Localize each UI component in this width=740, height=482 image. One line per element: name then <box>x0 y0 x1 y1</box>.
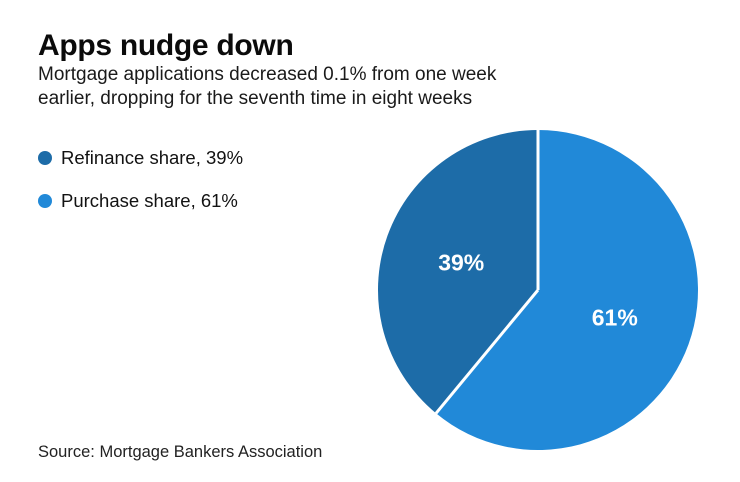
pie-slice-refinance-share <box>378 130 538 414</box>
pie-chart: 39% 61% <box>378 130 698 450</box>
legend-label-refinance: Refinance share, 39% <box>61 146 244 168</box>
legend-item-refinance: Refinance share, 39% <box>38 146 244 168</box>
legend-label-purchase: Purchase share, 61% <box>61 189 238 211</box>
pie-slice-purchase-share <box>436 130 698 450</box>
legend-item-purchase: Purchase share, 61% <box>38 189 243 211</box>
source-note: Source: Mortgage Bankers Association <box>38 443 323 461</box>
pie-divider-line <box>434 289 540 415</box>
chart-subtitle-line2: earlier, dropping for the seventh time i… <box>38 87 473 109</box>
pie-slice-label: 39% <box>438 249 484 275</box>
chart-title: Apps nudge down <box>38 29 294 62</box>
pie-slice-label: 61% <box>592 305 638 331</box>
legend: Refinance share, 39% Purchase share, 61% <box>38 146 244 234</box>
chart-subtitle: Mortgage applications decreased 0.1% fro… <box>38 63 496 110</box>
pie-svg: 39% 61% <box>378 130 698 450</box>
chart-subtitle-line1: Mortgage applications decreased 0.1% fro… <box>38 64 497 85</box>
legend-dot-icon <box>38 193 52 208</box>
legend-dot-icon <box>38 150 52 165</box>
